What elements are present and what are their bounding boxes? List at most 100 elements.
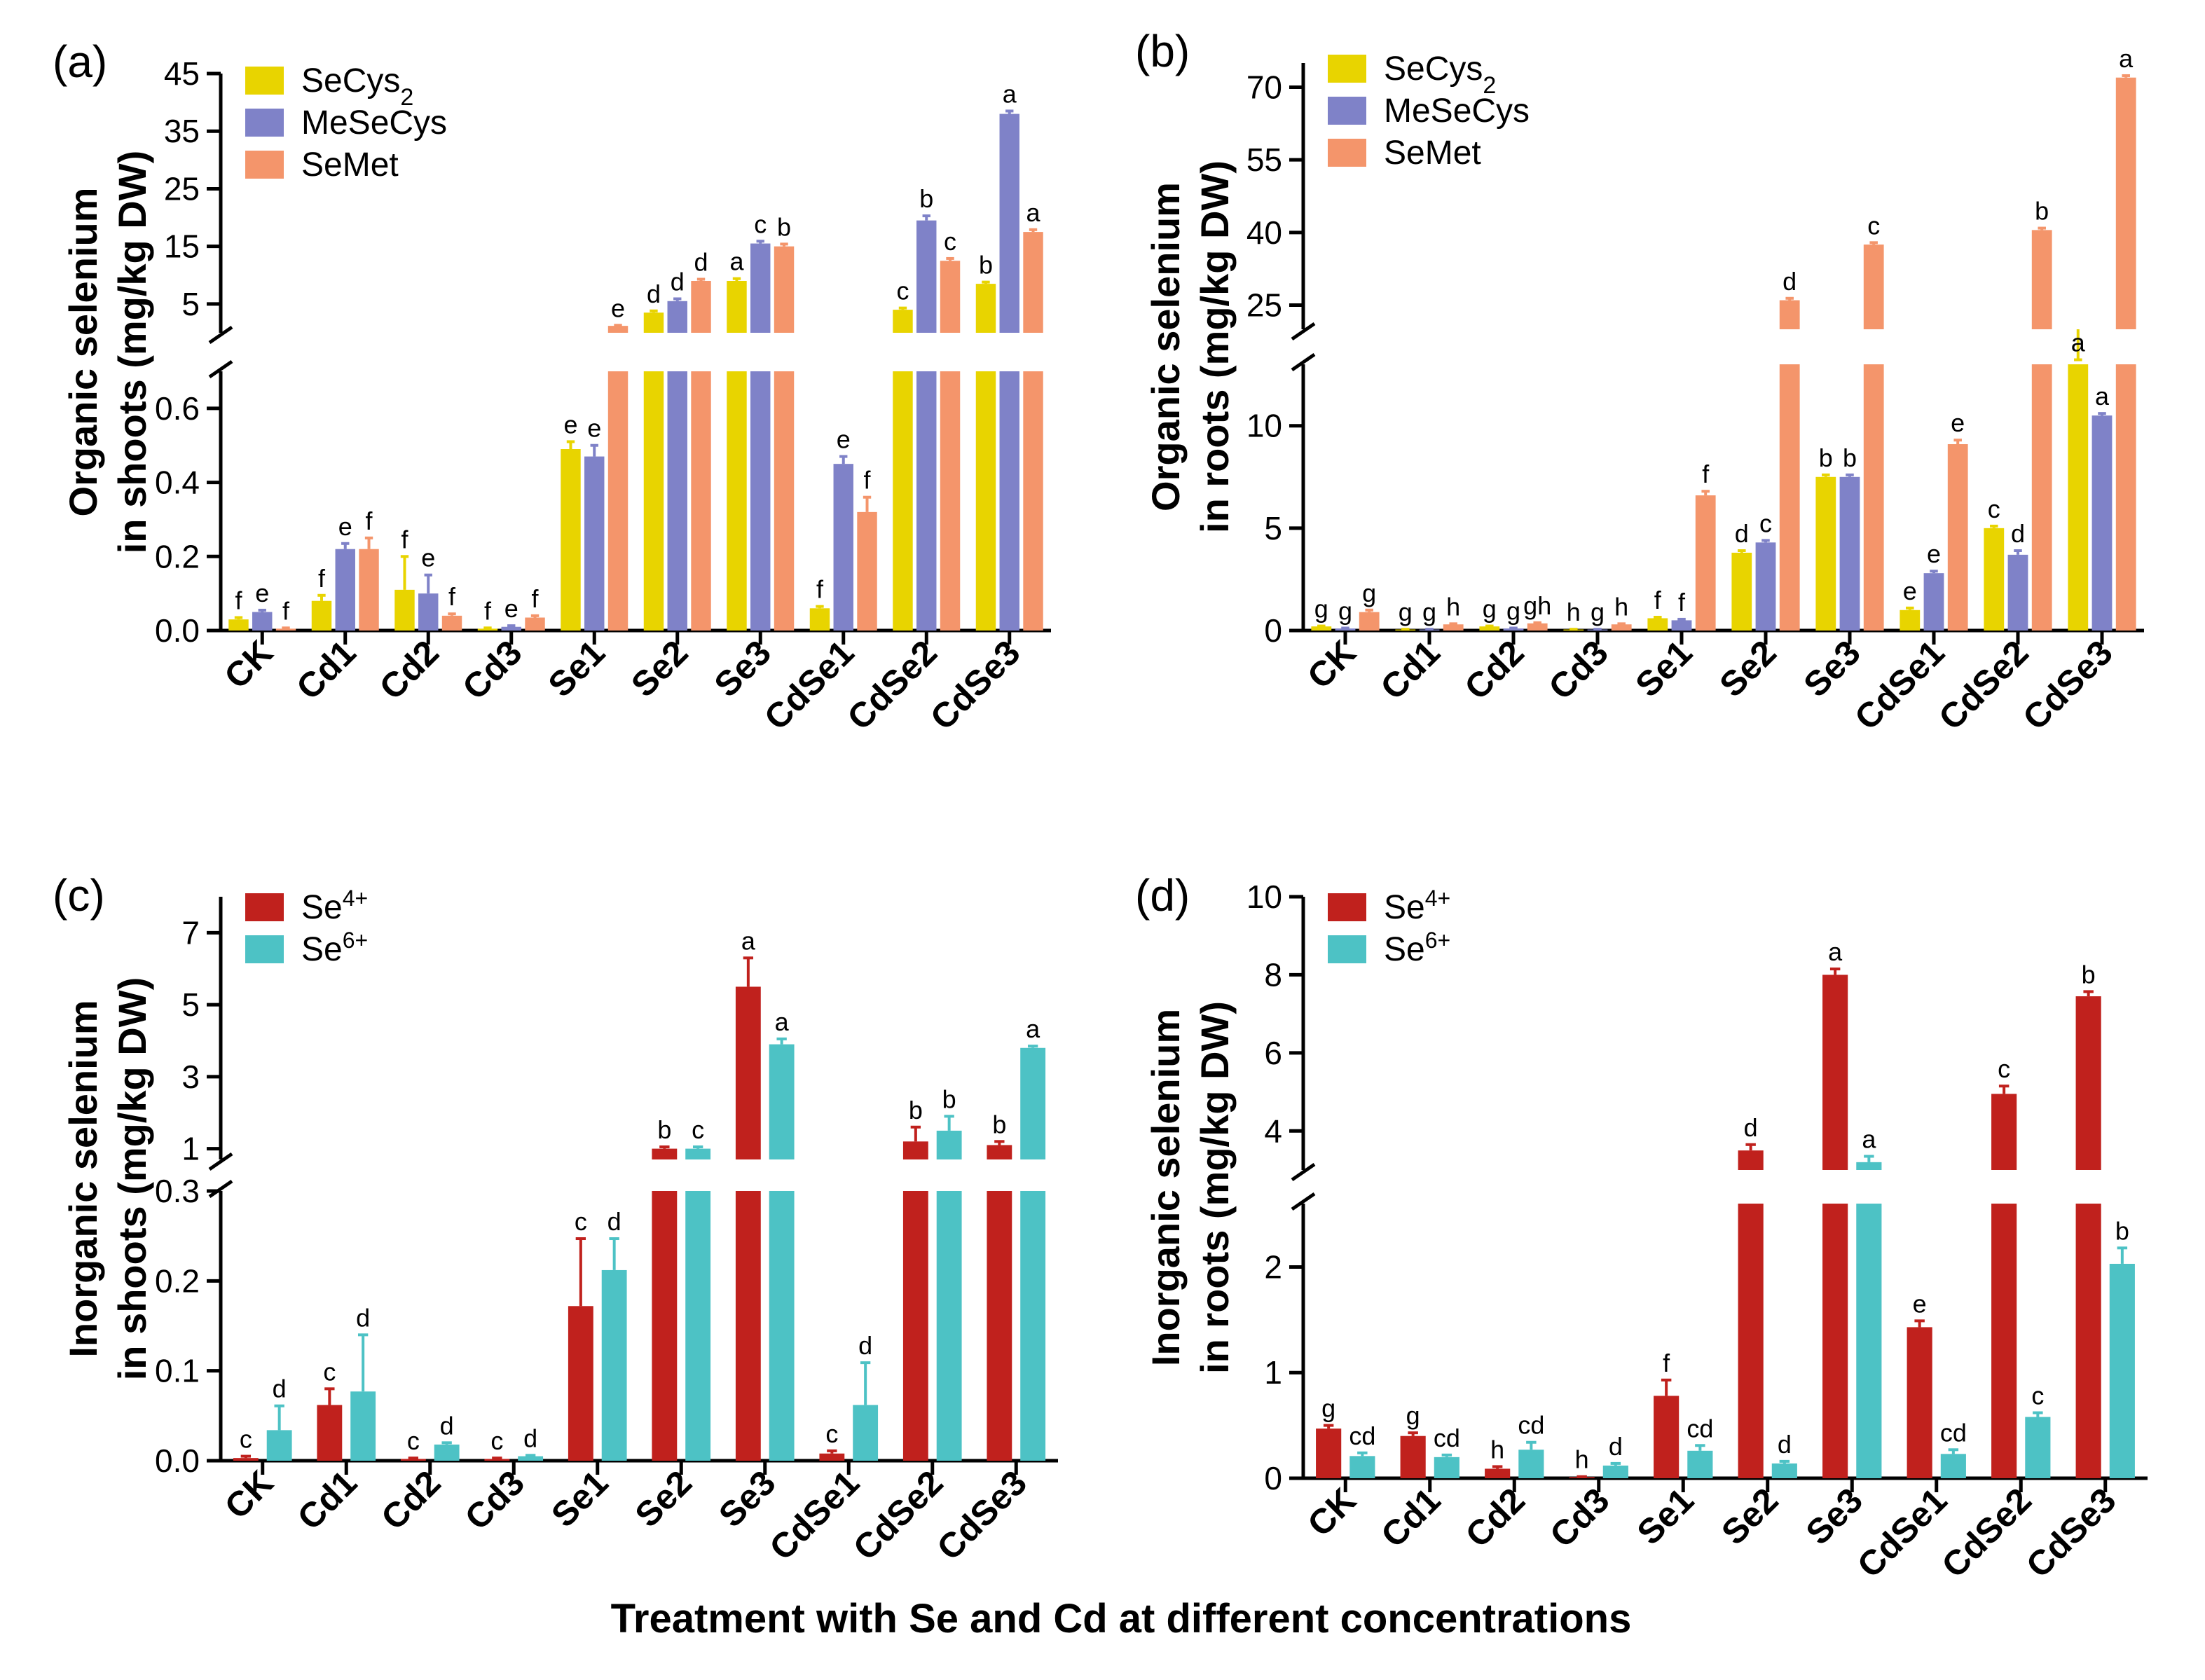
bar-rect-upper <box>1856 1162 1882 1170</box>
bar-rect <box>233 1458 259 1461</box>
y-tick-label: 1 <box>181 1131 200 1167</box>
bar-rect <box>228 619 249 631</box>
x-tick-label: Se3 <box>1799 1480 1871 1552</box>
bar-rect-upper <box>667 301 687 333</box>
bar <box>1443 622 1464 631</box>
bar-rect <box>1434 1457 1459 1478</box>
bar <box>999 109 1019 631</box>
legend-swatch <box>1328 935 1366 963</box>
significance-label: c <box>692 1115 704 1144</box>
y-tick-label: 35 <box>164 113 200 149</box>
bar <box>2075 990 2101 1478</box>
bar-rect-lower <box>643 371 664 631</box>
significance-label: c <box>1867 211 1880 240</box>
y-tick-label: 0.1 <box>155 1353 200 1389</box>
y-tick-label: 3 <box>181 1059 200 1095</box>
bar <box>774 242 795 631</box>
bar-rect <box>317 1405 343 1461</box>
bar-rect <box>857 511 877 631</box>
bar-rect <box>1687 1450 1713 1478</box>
bar-rect <box>1947 444 1968 631</box>
bar <box>335 542 355 631</box>
legend-entry: Se6+ <box>245 928 368 968</box>
x-tick-label: CdSe3 <box>929 1463 1034 1568</box>
y-axis-label-line1: Inorganic selenium <box>61 1000 105 1357</box>
bar-rect <box>584 456 605 631</box>
x-tick-label: Cd1 <box>289 633 363 707</box>
bar-rect-lower <box>2031 364 2052 631</box>
significance-label: a <box>1003 79 1017 108</box>
bar <box>568 1237 593 1461</box>
bar-rect <box>1443 624 1464 631</box>
bar <box>750 240 771 631</box>
significance-label: cd <box>1518 1411 1544 1440</box>
legend-subscript: 2 <box>1483 72 1496 99</box>
bar-rect <box>1518 1450 1544 1478</box>
significance-label: b <box>919 184 933 213</box>
bar-rect-upper <box>936 1130 962 1159</box>
figure-x-axis-title: Treatment with Se and Cd at different co… <box>611 1596 1632 1641</box>
legend-label: Se6+ <box>301 928 368 968</box>
bar-rect-lower <box>667 371 687 631</box>
bar-rect <box>518 1456 544 1461</box>
x-tick-label: Se2 <box>1714 1480 1786 1552</box>
bar-rect-upper <box>607 326 628 333</box>
bar-rect-lower <box>2068 364 2089 631</box>
significance-label: c <box>575 1207 587 1236</box>
bar <box>1602 1461 1628 1478</box>
bar-rect-upper <box>750 243 771 333</box>
bar-rect <box>335 549 355 631</box>
bar <box>1395 628 1416 631</box>
significance-label: a <box>1828 937 1843 966</box>
bar-rect-upper <box>999 113 1019 333</box>
bar-rect <box>252 612 273 631</box>
bar <box>691 277 711 631</box>
significance-label: e <box>563 410 577 439</box>
x-tick-label: Cd3 <box>1542 1480 1616 1555</box>
bar-rect-lower <box>940 371 961 631</box>
legend-swatch <box>1328 139 1366 167</box>
bar-rect-lower <box>685 1191 711 1461</box>
significance-label: g <box>1321 1394 1335 1423</box>
bar-rect <box>1479 626 1500 631</box>
legend-swatch <box>245 893 284 921</box>
bar <box>1023 228 1043 631</box>
bar <box>1940 1448 1966 1478</box>
axis-break-mark <box>208 1152 233 1171</box>
axis-break-mark <box>1291 322 1316 341</box>
panel-letter: (d) <box>1135 870 1190 921</box>
significance-label: b <box>777 212 791 241</box>
bar <box>1863 241 1884 631</box>
legend-label: SeMet <box>1384 135 1481 172</box>
bar-rect <box>1900 610 1921 631</box>
y-tick-label: 70 <box>1246 69 1282 106</box>
bar <box>477 626 498 631</box>
bar <box>1923 570 1944 631</box>
bar-rect-lower <box>691 371 711 631</box>
bar <box>1695 490 1716 631</box>
bar <box>2091 412 2113 631</box>
legend-entry: Se4+ <box>1328 886 1450 926</box>
x-tick-label: CdSe1 <box>762 1463 867 1568</box>
bar-rect-lower <box>2075 1204 2101 1478</box>
significance-label: g <box>1399 598 1413 626</box>
legend-label: SeCys2 <box>1384 50 1496 99</box>
x-tick-label: CdSe2 <box>1934 1480 2039 1585</box>
bar-rect-lower <box>750 371 771 631</box>
bar-rect <box>1839 476 1860 631</box>
legend-label: Se4+ <box>301 886 368 926</box>
significance-label: b <box>657 1115 671 1144</box>
y-tick-label: 5 <box>181 286 200 322</box>
x-tick-label: CdSe3 <box>923 633 1028 738</box>
y-tick-label: 10 <box>1246 879 1282 915</box>
bar <box>975 280 996 631</box>
bar-rect <box>1923 573 1944 631</box>
bar <box>359 536 379 631</box>
bar-rect <box>1400 1435 1426 1478</box>
significance-label: f <box>401 525 408 553</box>
significance-label: g <box>1406 1401 1420 1430</box>
bar-rect <box>525 617 545 631</box>
y-tick-label: 4 <box>1264 1113 1282 1149</box>
significance-label: d <box>694 248 708 277</box>
bar-rect-upper <box>1863 245 1884 329</box>
